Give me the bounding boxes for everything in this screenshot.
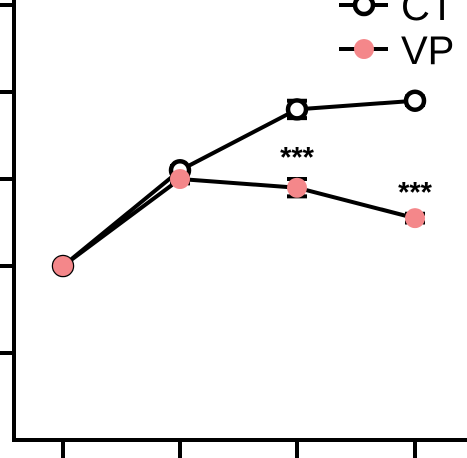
series-line-vp <box>61 177 416 268</box>
legend-label-vp: VP <box>401 29 454 73</box>
legend-marker-ct <box>352 0 376 17</box>
series-layer <box>51 89 427 278</box>
point-ct-3 <box>285 98 309 121</box>
legend-label-ct: CT <box>401 0 454 29</box>
series-line-ct <box>61 98 416 268</box>
annotation-layer: *** *** <box>280 142 433 209</box>
significance-label-1: *** <box>280 142 315 174</box>
point-vp-1 <box>53 256 73 276</box>
legend-marker-vp <box>354 39 374 59</box>
significance-label-2: *** <box>398 177 433 209</box>
point-vp-4 <box>405 208 425 229</box>
point-vp-2 <box>170 169 190 189</box>
point-vp-3 <box>287 177 307 198</box>
point-ct-4 <box>403 89 427 112</box>
